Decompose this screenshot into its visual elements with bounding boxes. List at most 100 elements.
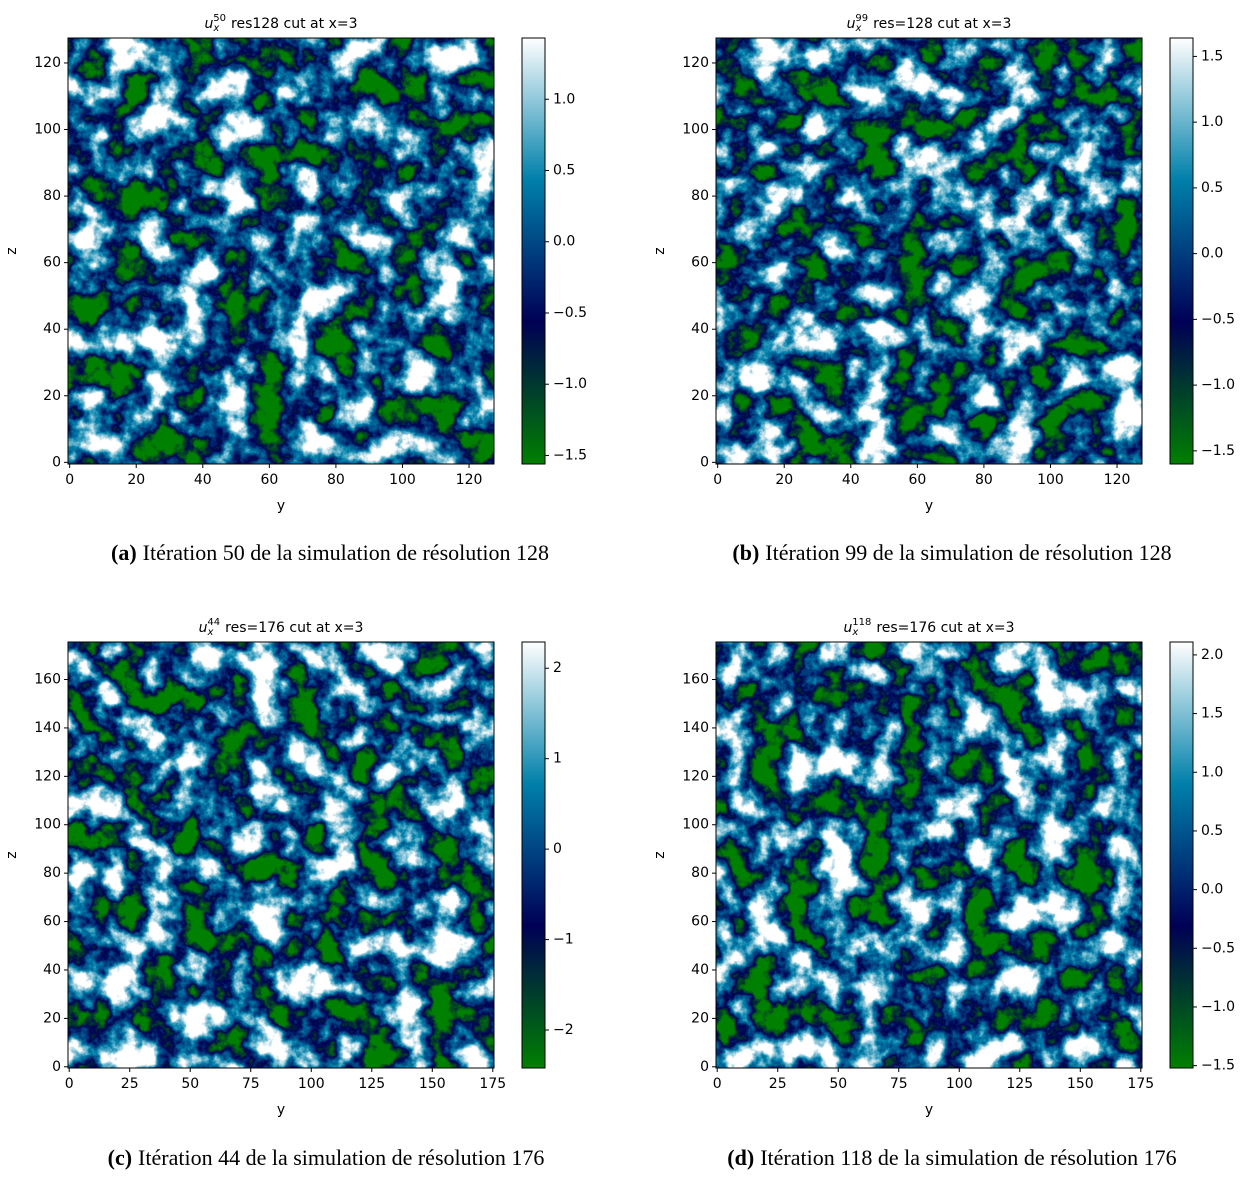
heatmap-field	[68, 642, 494, 1068]
heatmap-field	[68, 38, 494, 464]
colorbar	[521, 641, 546, 1069]
y-tick-label: 80	[691, 188, 709, 204]
y-tick-label: 0	[700, 454, 709, 470]
title-superscript: 99	[855, 13, 868, 24]
x-tick-label: 120	[456, 472, 483, 488]
y-tick-label: 20	[43, 1010, 61, 1026]
x-tick-label: 100	[298, 1076, 325, 1092]
y-tick-label: 60	[43, 255, 61, 271]
colorbar-tick-label: 0.5	[553, 163, 575, 179]
x-tick-label: 50	[181, 1076, 199, 1092]
colorbar-tick-label: 0.5	[1201, 823, 1223, 839]
x-tick-label: 60	[260, 472, 278, 488]
x-tick-label: 175	[479, 1076, 506, 1092]
colorbar-tick-label: 0.5	[1201, 180, 1223, 196]
panel: 0 25 50 75 100 125 150 175020406080100120140160…	[4, 617, 574, 1170]
colorbar-tick-label: 0.0	[1201, 246, 1223, 262]
title-superscript: 50	[213, 13, 226, 24]
x-tick-label: 40	[194, 472, 212, 488]
plot-frame	[715, 641, 1143, 1069]
x-tick-label: 0	[65, 472, 74, 488]
title-subscript: x	[855, 23, 862, 34]
y-tick-label: 80	[691, 865, 709, 881]
colorbar-tick-label: 1	[553, 751, 562, 767]
y-tick-label: 120	[682, 55, 709, 71]
heatmap-field	[716, 38, 1142, 464]
colorbar-tick-label: 1.0	[1201, 114, 1223, 130]
colorbar-tick-label: −1.0	[1201, 999, 1235, 1015]
title-symbol: u	[847, 16, 856, 32]
colorbar-tick-label: −2	[553, 1022, 574, 1038]
colorbar-tick-label: 2.0	[1201, 647, 1223, 663]
y-tick-label: 100	[34, 817, 61, 833]
y-tick-label: 60	[43, 914, 61, 930]
y-tick-label: 100	[682, 122, 709, 138]
x-tick-label: 150	[1067, 1076, 1094, 1092]
panel-title: ux118 res=176 cut at x=3	[843, 617, 1014, 638]
x-tick-label: 50	[829, 1076, 847, 1092]
x-tick-label: 75	[890, 1076, 908, 1092]
y-tick-label: 80	[43, 188, 61, 204]
x-tick-label: 20	[127, 472, 145, 488]
colorbar-tick-label: −0.5	[1201, 940, 1235, 956]
panel-title: ux44 res=176 cut at x=3	[199, 617, 364, 638]
y-tick-label: 0	[700, 1059, 709, 1075]
caption-text: Itération 118 de la simulation de résolu…	[760, 1145, 1177, 1170]
caption-label: (d)	[727, 1145, 754, 1170]
x-tick-label: 80	[975, 472, 993, 488]
title-subscript: x	[212, 23, 219, 34]
colorbar-tick-label: 2	[553, 660, 562, 676]
y-tick-label: 20	[691, 1010, 709, 1026]
y-tick-label: 20	[691, 388, 709, 404]
caption-label: (c)	[108, 1145, 132, 1170]
colorbar-tick-label: 0	[553, 841, 562, 857]
y-axis-label: z	[652, 247, 668, 254]
colorbar	[1169, 641, 1194, 1069]
plot-frame	[67, 37, 495, 465]
colorbar-tick-label: 1.0	[553, 91, 575, 107]
colorbar	[1169, 37, 1194, 465]
x-tick-label: 0	[65, 1076, 74, 1092]
y-tick-label: 0	[52, 1059, 61, 1075]
y-tick-label: 160	[34, 672, 61, 688]
x-tick-label: 100	[1037, 472, 1064, 488]
title-subscript: x	[851, 627, 858, 638]
x-tick-label: 125	[358, 1076, 385, 1092]
colorbar-tick-label: −1.0	[1201, 377, 1235, 393]
x-tick-label: 0	[713, 472, 722, 488]
x-tick-label: 100	[389, 472, 416, 488]
colorbar-tick-label: −0.5	[1201, 311, 1235, 327]
colorbar-tick-label: −1.5	[1201, 1058, 1235, 1074]
y-tick-label: 100	[682, 817, 709, 833]
y-tick-label: 40	[43, 321, 61, 337]
y-tick-label: 60	[691, 914, 709, 930]
colorbar-tick-label: 0.0	[1201, 882, 1223, 898]
colorbar-tick-label: −1.5	[553, 447, 587, 463]
y-tick-label: 100	[34, 122, 61, 138]
y-tick-label: 40	[43, 962, 61, 978]
title-text: res=176 cut at x=3	[225, 620, 363, 636]
title-symbol: u	[843, 620, 852, 636]
x-tick-label: 40	[842, 472, 860, 488]
colorbar	[521, 37, 546, 465]
x-tick-label: 80	[327, 472, 345, 488]
colorbar-tick-label: −0.5	[553, 305, 587, 321]
y-tick-label: 20	[43, 388, 61, 404]
caption: (d) Itération 118 de la simulation de rés…	[727, 1145, 1176, 1170]
colorbar-tick-label: 1.0	[1201, 764, 1223, 780]
x-tick-label: 175	[1127, 1076, 1154, 1092]
title-text: res=128 cut at x=3	[873, 16, 1011, 32]
y-tick-label: 120	[34, 55, 61, 71]
y-tick-label: 120	[682, 768, 709, 784]
heatmap-field	[716, 642, 1142, 1068]
x-tick-label: 150	[419, 1076, 446, 1092]
x-tick-label: 100	[946, 1076, 973, 1092]
panel: 0 20 40 60 80 100 120 0 20 40 60 80 100 120 y z ux50 res1…	[4, 13, 587, 565]
x-axis-label: y	[277, 498, 285, 514]
x-axis-label: y	[925, 498, 933, 514]
y-tick-label: 140	[682, 720, 709, 736]
colorbar-tick-label: −1.5	[1201, 443, 1235, 459]
panel-title: ux99 res=128 cut at x=3	[847, 13, 1012, 34]
x-tick-label: 75	[242, 1076, 260, 1092]
